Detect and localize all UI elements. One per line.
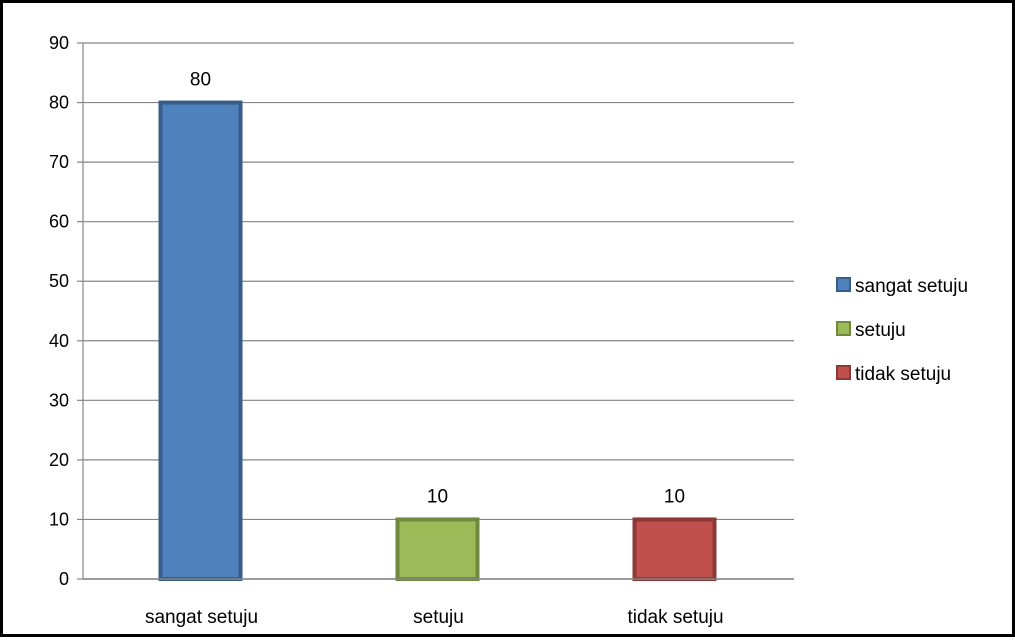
y-tick-label: 60 [49, 212, 69, 232]
y-tick-label: 20 [49, 450, 69, 470]
legend-label: tidak setuju [855, 364, 951, 385]
bar-setuju [395, 517, 480, 582]
legend: sangat setuju setuju tidak setuju [836, 276, 968, 385]
legend-swatch [836, 321, 851, 336]
x-tick-label: sangat setuju [145, 607, 258, 628]
y-tick-label: 10 [49, 509, 69, 529]
y-tick-label: 70 [49, 152, 69, 172]
legend-swatch [836, 365, 851, 380]
data-label: 10 [427, 486, 448, 507]
legend-swatch [836, 277, 851, 292]
y-tick-label: 30 [49, 390, 69, 410]
legend-label: setuju [855, 320, 906, 341]
x-tick-label: setuju [413, 607, 464, 628]
bars [158, 100, 717, 582]
y-tick-label: 90 [49, 33, 69, 53]
data-label: 80 [190, 70, 211, 91]
y-tick-label: 0 [59, 569, 69, 589]
bar-tidak-setuju [632, 517, 717, 582]
x-axis: sangat setuju setuju tidak setuju [83, 578, 794, 628]
y-tick-label: 40 [49, 331, 69, 351]
data-labels: 80 10 10 [190, 70, 685, 508]
bar-chart: 0 10 20 30 40 50 60 70 80 90 80 10 10 sangat setuju… [49, 33, 968, 628]
data-label: 10 [664, 486, 685, 507]
x-tick-label: tidak setuju [627, 607, 723, 628]
y-axis: 0 10 20 30 40 50 60 70 80 90 [49, 33, 84, 589]
y-tick-label: 50 [49, 271, 69, 291]
bar-sangat-setuju [158, 100, 243, 582]
legend-label: sangat setuju [855, 276, 968, 297]
y-tick-label: 80 [49, 93, 69, 113]
